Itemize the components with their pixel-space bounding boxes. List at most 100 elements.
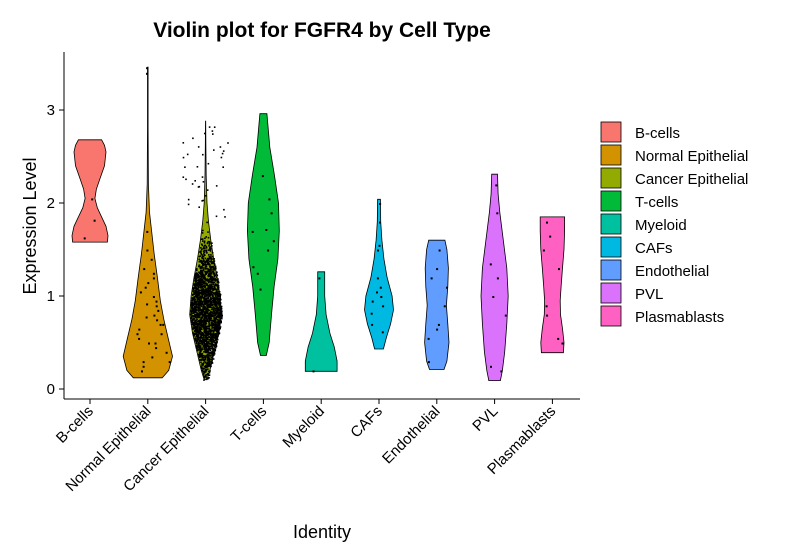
data-point — [206, 251, 208, 254]
data-point — [205, 346, 208, 348]
data-point — [201, 356, 204, 359]
data-point — [198, 316, 200, 319]
data-point — [205, 321, 207, 323]
data-point — [202, 276, 204, 279]
data-point — [198, 275, 200, 278]
data-point — [196, 293, 198, 296]
data-point — [211, 261, 213, 263]
data-point — [210, 279, 213, 282]
data-point — [200, 340, 203, 343]
data-point — [201, 285, 203, 287]
data-point — [210, 319, 212, 322]
data-point — [210, 262, 213, 265]
legend-swatch-cafs — [600, 236, 622, 258]
data-point — [200, 309, 202, 312]
data-point — [211, 290, 213, 293]
data-point — [208, 281, 210, 284]
data-point — [220, 308, 223, 310]
x-tick-label-endothelial: Endothelial — [379, 403, 444, 468]
data-point — [207, 370, 210, 373]
violin-plasmablasts — [539, 216, 565, 354]
data-point — [190, 320, 193, 322]
data-point — [201, 367, 204, 369]
data-point — [208, 304, 210, 306]
data-point — [218, 290, 220, 293]
data-point — [202, 370, 205, 373]
data-point — [203, 259, 205, 262]
data-point — [210, 254, 212, 256]
data-point — [216, 331, 219, 333]
data-point — [207, 263, 210, 266]
data-point — [205, 259, 208, 261]
data-point — [197, 335, 199, 338]
data-point — [201, 292, 204, 295]
data-point — [214, 288, 217, 291]
data-point — [198, 329, 201, 331]
data-point — [219, 313, 222, 315]
data-point — [211, 329, 213, 332]
data-point — [211, 306, 213, 309]
data-point — [193, 283, 196, 285]
data-point — [205, 326, 207, 329]
data-point — [198, 347, 201, 350]
data-point — [207, 249, 210, 251]
data-point — [210, 336, 212, 339]
data-point — [212, 312, 214, 314]
data-point — [142, 365, 145, 368]
data-point — [215, 185, 218, 187]
data-point — [202, 289, 205, 291]
y-tick-label: 3 — [47, 102, 55, 119]
data-point — [196, 299, 199, 301]
data-point — [200, 342, 203, 344]
data-point — [215, 283, 217, 286]
data-point — [256, 272, 259, 275]
data-point — [211, 278, 214, 280]
data-point — [195, 321, 198, 323]
data-point — [197, 336, 200, 339]
data-point — [212, 309, 215, 311]
data-point — [202, 263, 205, 265]
data-point — [209, 250, 212, 252]
data-point — [204, 358, 207, 361]
data-point — [205, 266, 208, 268]
data-point — [376, 277, 379, 280]
data-point — [192, 302, 195, 305]
data-point — [213, 310, 216, 313]
data-point — [206, 364, 209, 366]
data-point — [196, 284, 198, 287]
data-point — [195, 296, 198, 299]
data-point — [200, 261, 203, 263]
data-point — [206, 280, 209, 282]
data-point — [197, 310, 200, 312]
data-point — [191, 300, 193, 302]
data-point — [200, 335, 202, 337]
data-point — [214, 307, 216, 310]
data-point — [202, 333, 205, 336]
data-point — [207, 301, 210, 303]
data-point — [211, 265, 214, 268]
data-point — [208, 126, 211, 128]
data-point — [214, 342, 216, 344]
data-point — [193, 297, 196, 299]
data-point — [201, 238, 204, 240]
data-point — [195, 295, 198, 298]
data-point — [197, 314, 200, 316]
data-point — [217, 287, 219, 289]
data-point — [201, 363, 203, 365]
data-point — [195, 302, 197, 304]
data-point — [211, 300, 214, 302]
violin-t-cells — [246, 113, 280, 356]
data-point — [206, 260, 209, 263]
data-point — [198, 321, 201, 323]
data-point — [218, 304, 220, 307]
data-point — [203, 377, 206, 379]
data-point — [212, 296, 215, 299]
data-point — [207, 365, 209, 368]
data-point — [207, 304, 209, 306]
data-point — [267, 249, 270, 252]
data-point — [220, 298, 222, 301]
data-point — [202, 277, 205, 280]
data-point — [191, 307, 193, 310]
data-point — [201, 262, 203, 264]
data-point — [199, 280, 201, 282]
